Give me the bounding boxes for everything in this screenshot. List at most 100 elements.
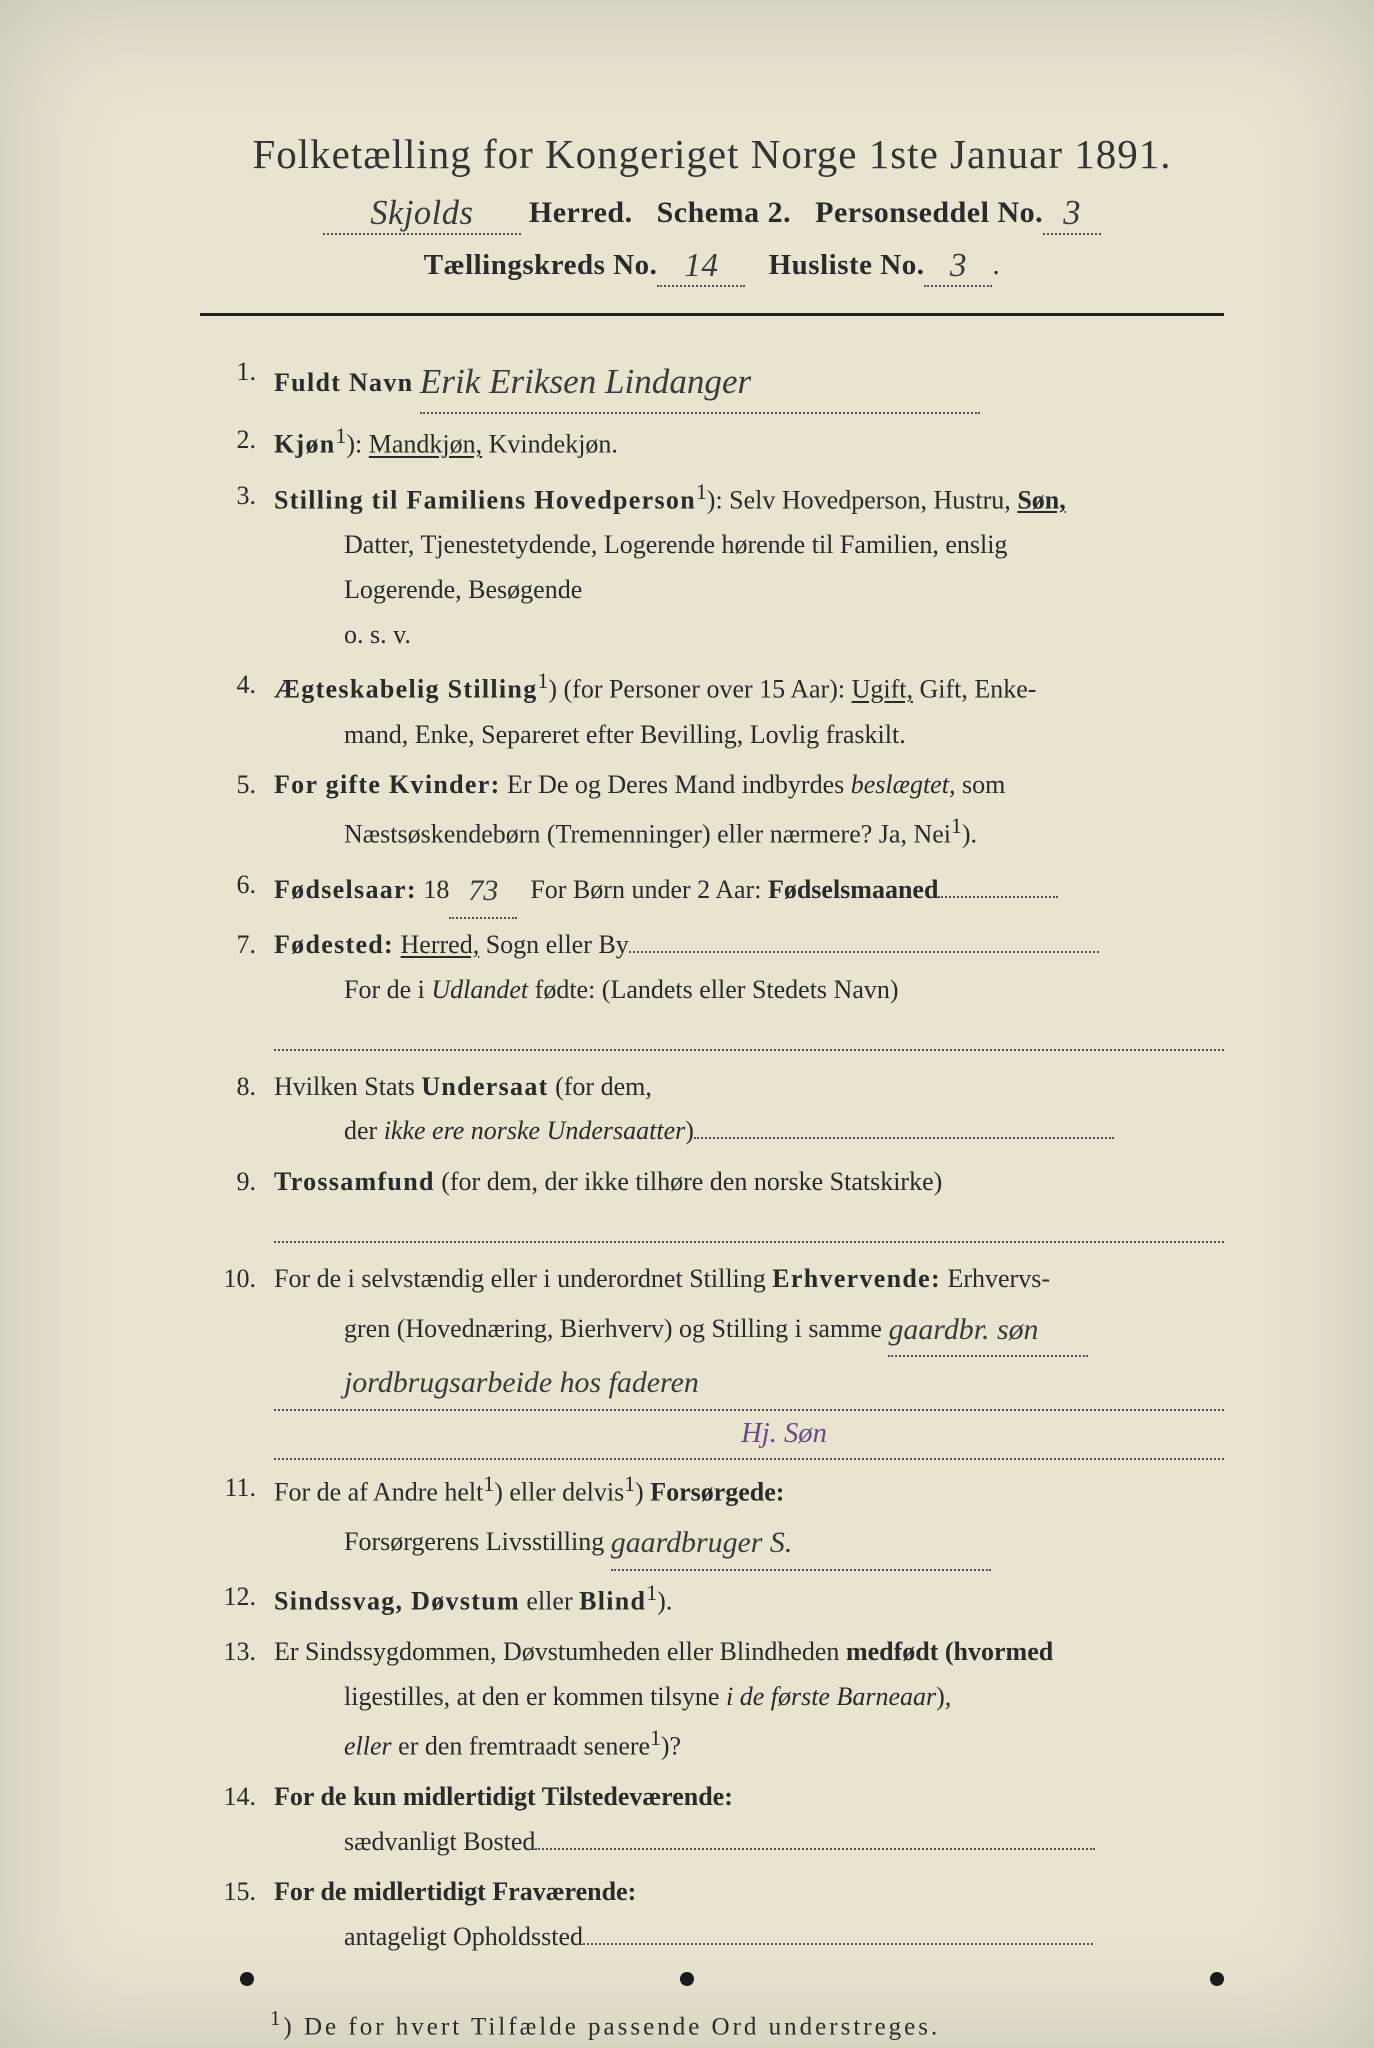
item-body: For de midlertidigt Fraværende: antageli…	[274, 1870, 1224, 1959]
item-body: Hvilken Stats Undersaat (for dem, der ik…	[274, 1065, 1224, 1154]
italic-text: beslægtet,	[851, 770, 956, 799]
item-body: For de kun midlertidigt Tilstedeværende:…	[274, 1775, 1224, 1864]
full-name-value: Erik Eriksen Lindanger	[420, 352, 980, 414]
item-15: 15. For de midlertidigt Fraværende: anta…	[200, 1870, 1224, 1959]
field-label: Stilling til Familiens Hovedperson	[274, 485, 696, 514]
document-page: Folketælling for Kongeriget Norge 1ste J…	[0, 0, 1374, 2048]
line: Logerende, Besøgende	[274, 568, 1224, 613]
form-items: 1. Fuldt Navn Erik Eriksen Lindanger 2. …	[200, 350, 1224, 1960]
item-body: For gifte Kvinder: Er De og Deres Mand i…	[274, 763, 1224, 857]
item-number: 12.	[200, 1575, 274, 1624]
text: Hvilken Stats	[274, 1072, 415, 1101]
item-number: 1.	[200, 350, 274, 412]
field-label: Ægteskabelig Stilling	[274, 675, 538, 704]
footnote-ref: 1	[696, 480, 707, 504]
text: ),	[936, 1682, 951, 1711]
year-prefix: 18	[423, 875, 449, 904]
footnote-ref: 1	[336, 424, 347, 448]
text: For de i selvstændig eller i underordnet…	[274, 1264, 766, 1293]
footnote-ref: 1	[624, 1472, 635, 1496]
paren-text: (for Personer over 15 Aar):	[564, 675, 846, 704]
text: gren (Hovednæring, Bierhverv) og Stillin…	[344, 1314, 882, 1343]
text: Næstsøskendebørn (Tremenninger) eller næ…	[344, 820, 951, 849]
husliste-value: 3	[924, 247, 992, 287]
label: medfødt (hvormed	[846, 1637, 1053, 1666]
item-body: Sindssvag, Døvstum eller Blind1).	[274, 1575, 1224, 1624]
field-label: Kjøn	[274, 430, 336, 459]
item-number: 2.	[200, 418, 274, 467]
field-label: Fødselsaar:	[274, 875, 417, 904]
personseddel-label: Personseddel No.	[815, 196, 1043, 229]
text: ligestilles, at den er kommen tilsyne	[344, 1682, 719, 1711]
text: For Børn under 2 Aar:	[530, 875, 761, 904]
item-5: 5. For gifte Kvinder: Er De og Deres Man…	[200, 763, 1224, 857]
item-number: 9.	[200, 1160, 274, 1243]
line: For de i Udlandet fødte: (Landets eller …	[274, 968, 1224, 1013]
item-number: 14.	[200, 1775, 274, 1864]
item-number: 8.	[200, 1065, 274, 1154]
label: For de midlertidigt Fraværende:	[274, 1877, 636, 1906]
options-text: Selv Hovedperson, Hustru,	[729, 485, 1017, 514]
line: Datter, Tjenestetydende, Logerende høren…	[274, 523, 1224, 568]
blank-line	[274, 1012, 1224, 1050]
item-10: 10. For de i selvstændig eller i underor…	[200, 1257, 1224, 1460]
kreds-value: 14	[657, 247, 745, 287]
item-number: 6.	[200, 863, 274, 916]
occupation-value-1: gaardbr. søn	[888, 1304, 1088, 1357]
item-14: 14. For de kun midlertidigt Tilstedevære…	[200, 1775, 1224, 1864]
line: sædvanligt Bosted	[274, 1820, 1224, 1865]
option: Kvindekjøn.	[489, 430, 618, 459]
text: der	[344, 1116, 377, 1145]
provider-value: gaardbruger S.	[611, 1517, 991, 1570]
item-body: Trossamfund (for dem, der ikke tilhøre d…	[274, 1160, 1224, 1243]
field-label: Blind	[579, 1587, 646, 1616]
item-2: 2. Kjøn1): Mandkjøn, Kvindekjøn.	[200, 418, 1224, 467]
italic-text: eller	[344, 1731, 392, 1760]
field-label: Erhvervende:	[772, 1264, 941, 1293]
text: Er De og Deres Mand indbyrdes	[507, 770, 844, 799]
item-body: For de af Andre helt1) eller delvis1) Fo…	[274, 1466, 1224, 1569]
header-line-2: Skjolds Herred. Schema 2. Personseddel N…	[200, 192, 1224, 233]
herred-label: Herred.	[529, 196, 633, 229]
blank-field	[938, 896, 1058, 898]
occupation-value-3: Hj. Søn	[274, 1409, 1224, 1460]
text: (for dem, der ikke tilhøre den norske St…	[441, 1167, 942, 1196]
text: eller	[526, 1587, 572, 1616]
line: Forsørgerens Livsstilling gaardbruger S.	[274, 1515, 1224, 1568]
blank-field	[629, 951, 1099, 953]
item-11: 11. For de af Andre helt1) eller delvis1…	[200, 1466, 1224, 1569]
item-number: 10.	[200, 1257, 274, 1460]
line: der ikke ere norske Undersaatter)	[274, 1109, 1224, 1154]
item-body: Fuldt Navn Erik Eriksen Lindanger	[274, 350, 1224, 412]
birth-year-value: 73	[449, 865, 517, 918]
option-selected: Mandkjøn,	[369, 430, 482, 459]
herred-value: Skjolds	[323, 194, 521, 235]
blank-field	[694, 1137, 1114, 1139]
option-selected: Ugift,	[852, 675, 913, 704]
schema-label: Schema 2.	[657, 196, 792, 229]
blank-field	[535, 1848, 1095, 1850]
text: Sogn eller By	[486, 930, 629, 959]
text: Forsørgerens Livsstilling	[344, 1527, 604, 1556]
text: antageligt Opholdssted	[344, 1922, 583, 1951]
husliste-label: Husliste No.	[769, 249, 925, 281]
blank-field	[583, 1943, 1093, 1945]
italic-text: i de første Barneaar	[726, 1682, 936, 1711]
item-3: 3. Stilling til Familiens Hovedperson1):…	[200, 474, 1224, 658]
label: For de kun midlertidigt Tilstedeværende:	[274, 1782, 733, 1811]
personseddel-value: 3	[1043, 194, 1101, 235]
text: er den fremtraadt senere	[398, 1731, 650, 1760]
item-9: 9. Trossamfund (for dem, der ikke tilhør…	[200, 1160, 1224, 1243]
header-block: Folketælling for Kongeriget Norge 1ste J…	[200, 130, 1224, 285]
text: )?	[661, 1731, 681, 1760]
line: mand, Enke, Separeret efter Bevilling, L…	[274, 713, 1224, 758]
field-label: Fødested:	[274, 930, 394, 959]
footnote-marker: 1	[270, 2006, 283, 2030]
option-selected: Herred,	[401, 930, 480, 959]
item-body: Fødselsaar: 1873 For Børn under 2 Aar: F…	[274, 863, 1224, 916]
text: For de i	[344, 975, 425, 1004]
occupation-value-2: jordbrugsarbeide hos faderen	[274, 1357, 1224, 1410]
item-number: 15.	[200, 1870, 274, 1959]
main-title: Folketælling for Kongeriget Norge 1ste J…	[200, 130, 1224, 178]
item-body: For de i selvstændig eller i underordnet…	[274, 1257, 1224, 1460]
